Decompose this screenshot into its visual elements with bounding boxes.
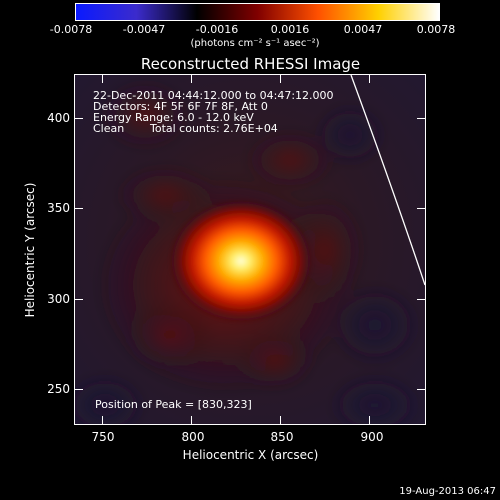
detectors-text: Detectors: 4F 5F 6F 7F 8F, Att 0	[93, 100, 268, 113]
y-tick-label: 250	[47, 382, 70, 396]
colorbar	[75, 3, 440, 21]
x-axis-label: Heliocentric X (arcsec)	[182, 448, 319, 462]
x-tick-label: 900	[360, 430, 384, 444]
energy-range-text: Energy Range: 6.0 - 12.0 keV	[93, 111, 254, 124]
colorbar-tick-label: -0.0016	[195, 23, 239, 36]
total-counts-text: Total counts: 2.76E+04	[150, 122, 278, 135]
colorbar-tick-label: 0.0047	[343, 23, 383, 36]
time-range-text: 22-Dec-2011 04:44:12.000 to 04:47:12.000	[93, 89, 334, 102]
rhessi-image-panel: 22-Dec-2011 04:44:12.000 to 04:47:12.000…	[74, 74, 426, 425]
footer-timestamp: 19-Aug-2013 06:47	[399, 486, 496, 497]
solar-limb-line	[350, 75, 425, 286]
rhessi-image	[75, 75, 425, 424]
y-tick-label: 300	[47, 292, 70, 306]
clean-text: Clean	[93, 122, 125, 135]
plot-title: Reconstructed RHESSI Image	[140, 55, 361, 73]
y-axis-label: Heliocentric Y (arcsec)	[23, 182, 37, 318]
colorbar-tick-label: -0.0078	[49, 23, 93, 36]
x-tick-label: 750	[91, 430, 115, 444]
colorbar-tick-label: 0.0078	[416, 23, 456, 36]
colorbar-tick-label: -0.0047	[122, 23, 166, 36]
peak-position-text: Position of Peak = [830,323]	[95, 398, 252, 411]
x-tick-label: 850	[270, 430, 294, 444]
y-tick-label: 400	[47, 111, 70, 125]
y-tick-label: 350	[47, 201, 70, 215]
colorbar-unit-label: (photons cm⁻² s⁻¹ asec⁻²)	[190, 38, 320, 49]
colorbar-tick-label: 0.0016	[270, 23, 310, 36]
x-tick-label: 800	[181, 430, 205, 444]
